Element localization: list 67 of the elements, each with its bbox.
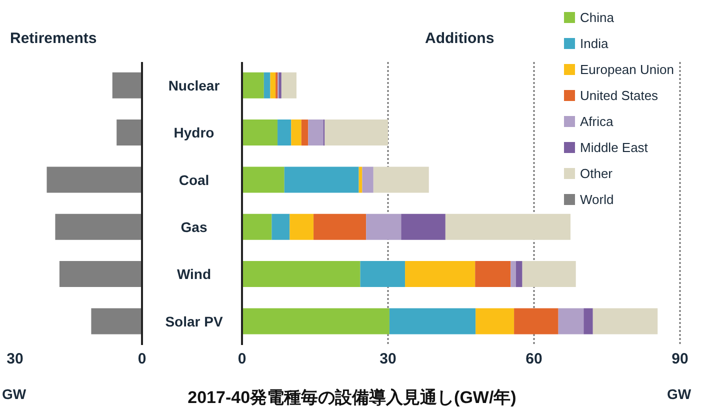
y-tick-label: Solar PV [165,313,224,330]
y-tick-label: Coal [178,172,210,188]
bar [270,72,276,98]
bar [584,308,593,334]
legend-label: European Union [580,62,674,76]
x-axis-title: GW [2,386,26,402]
bar [445,214,570,240]
legend-label: Africa [580,114,614,128]
bar [522,261,576,288]
bar [112,72,142,98]
y-tick-label: Nuclear [168,78,220,94]
bar [242,72,264,98]
bar [389,308,476,334]
bar [558,308,584,334]
bar [516,261,522,288]
bar [401,214,446,240]
x-tick-label: 90 [672,350,688,368]
text: 2017-40発電種毎の設備導入見通し(GW/年) [188,388,516,407]
bar [278,120,292,146]
bar [242,214,272,240]
bar [55,214,142,240]
bar [242,120,278,146]
y-tick-label: Wind [176,266,212,282]
legend-label: Other [580,166,613,180]
bar [360,261,406,288]
legend-label: India [580,36,608,50]
bar [475,261,511,288]
bar [514,308,558,334]
bar [362,166,374,193]
bar [242,308,390,334]
bar [366,214,402,240]
bar [242,261,360,288]
bar [324,120,388,146]
chart-title: Additions [425,30,494,47]
legend-label: World [580,192,614,206]
bar [264,72,270,98]
chart-title: Retirements [10,30,97,47]
bar [301,120,308,146]
x-tick-label: 30 [380,350,396,368]
bar [405,261,476,288]
x-axis-title: GW [667,386,692,402]
bar [284,166,359,193]
bar [314,214,366,240]
bar [291,120,302,146]
bar [592,308,658,334]
x-tick-label: 60 [526,350,542,368]
bar [242,166,284,193]
y-tick-label: Gas [180,219,208,236]
y-tick-label: Hydro [174,124,214,141]
bar [91,308,142,334]
bar [46,166,142,193]
bar [272,214,290,240]
bar [510,261,516,288]
bar [290,214,314,240]
x-tick-label: 30 [6,350,24,368]
bar [281,72,297,98]
bar [278,72,282,98]
bar [373,166,429,193]
x-tick-label: 0 [138,350,146,368]
bar [476,308,514,334]
bar [59,261,142,288]
x-tick-label: 0 [238,350,246,368]
bar [116,120,142,146]
legend-label: China [580,10,614,24]
legend-label: Middle East [580,140,648,154]
bar [308,120,324,146]
legend-label: United States [580,88,658,102]
